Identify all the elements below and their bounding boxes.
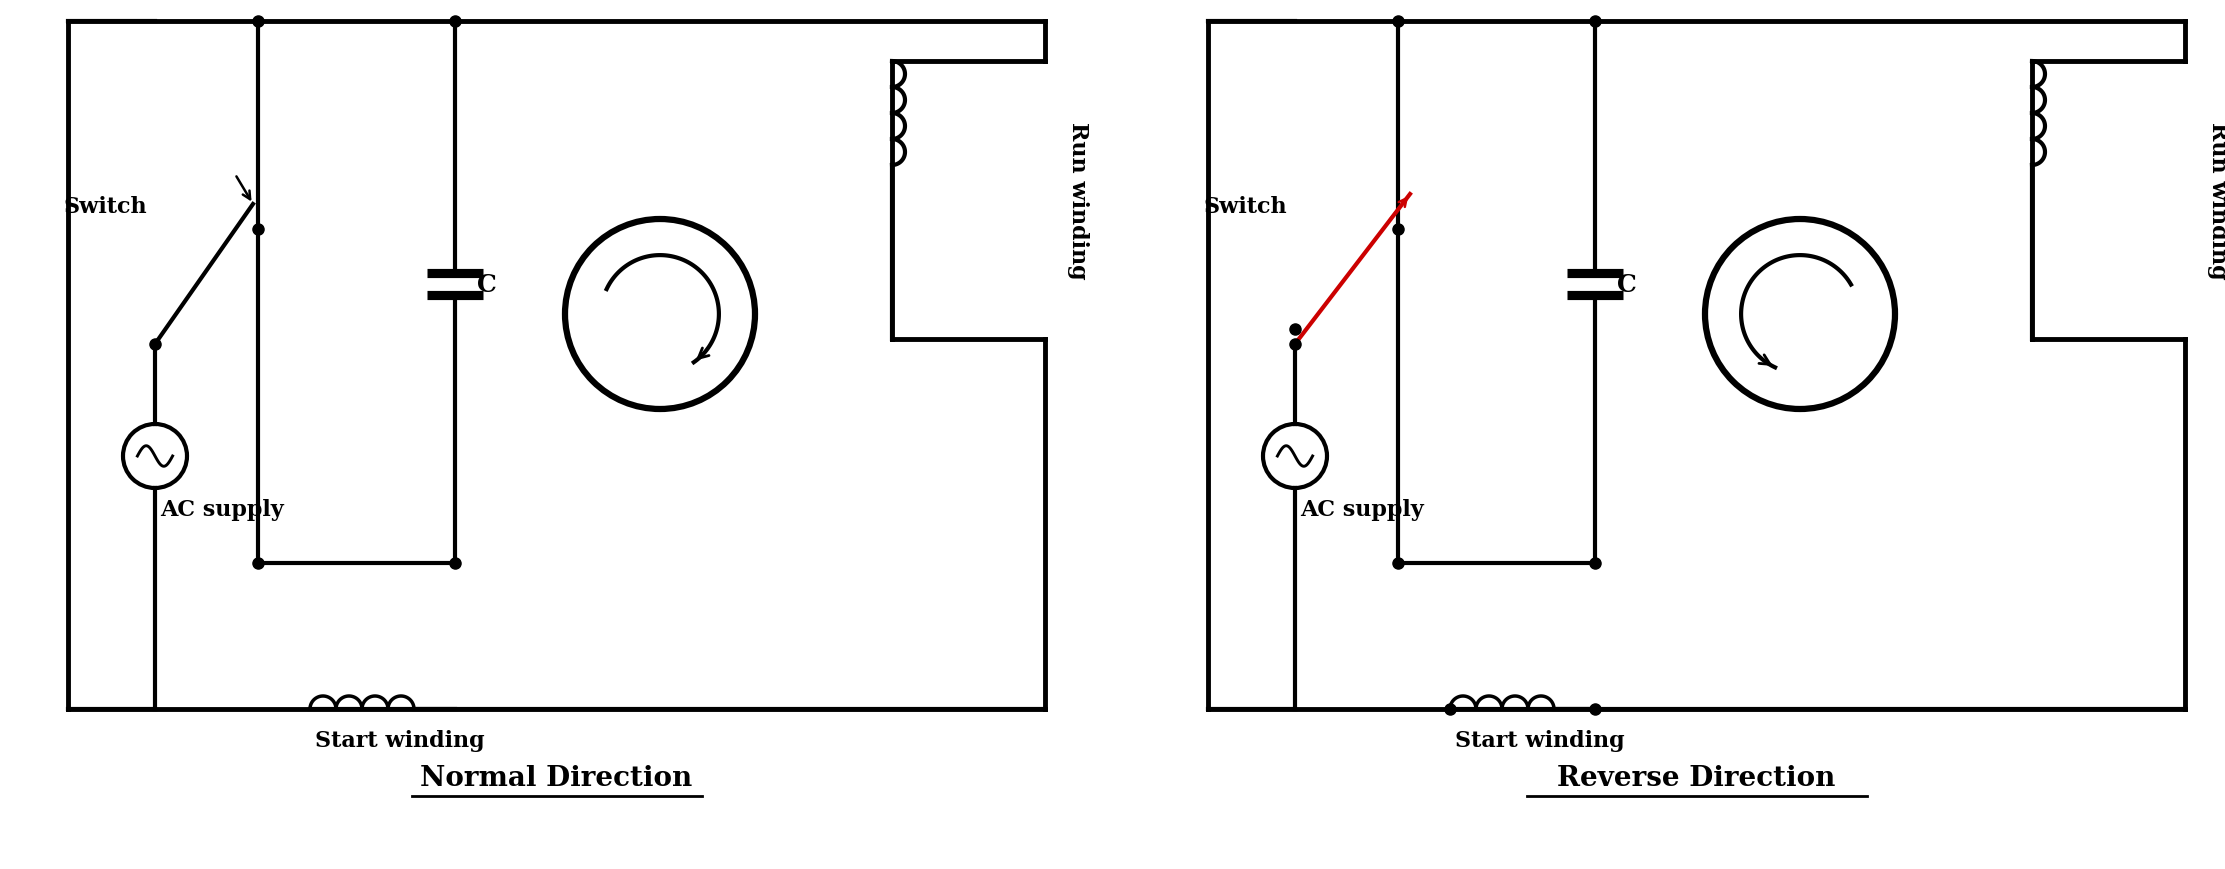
Text: Run winding: Run winding	[2207, 122, 2225, 280]
Text: Run winding: Run winding	[1068, 122, 1088, 280]
Text: AC supply: AC supply	[1299, 499, 1424, 521]
Text: AC supply: AC supply	[160, 499, 285, 521]
Text: Start winding: Start winding	[1455, 729, 1624, 751]
Text: C: C	[476, 273, 496, 296]
Text: C: C	[1618, 273, 1638, 296]
Text: Switch: Switch	[1204, 196, 1286, 218]
Text: Start winding: Start winding	[316, 729, 485, 751]
Text: Reverse Direction: Reverse Direction	[1558, 764, 1836, 791]
Text: Normal Direction: Normal Direction	[421, 764, 692, 791]
Text: Switch: Switch	[62, 196, 147, 218]
